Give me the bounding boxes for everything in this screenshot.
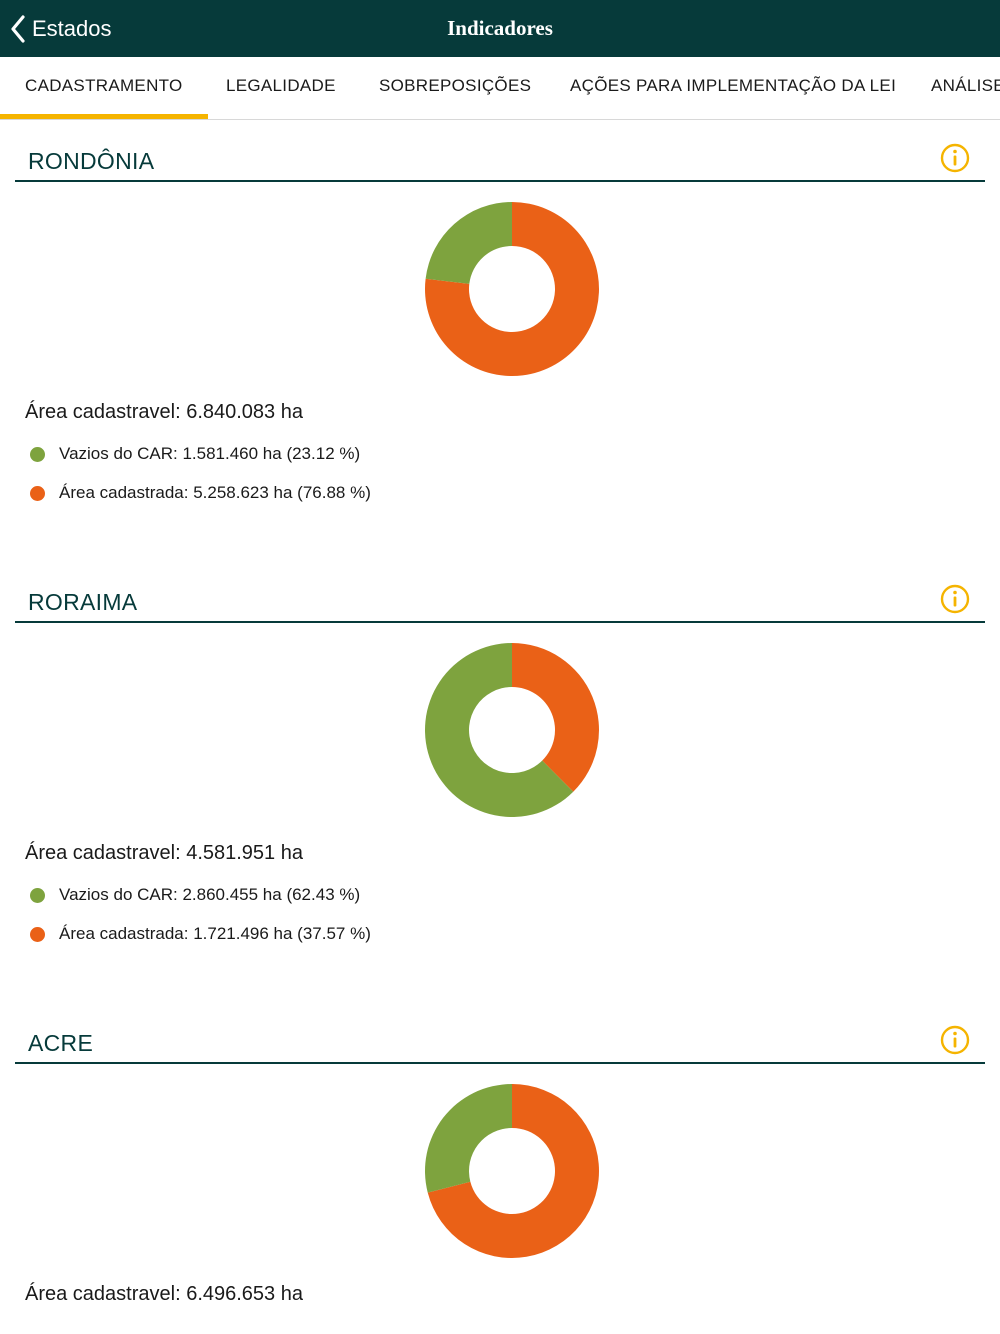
info-icon[interactable] — [939, 142, 971, 174]
section-divider — [15, 180, 985, 182]
donut-slice-cadastrada — [427, 1084, 599, 1258]
legend-item-cadastrada: Área cadastrada: 1.721.496 ha (37.57 %) — [30, 922, 371, 946]
donut-chart — [425, 1084, 599, 1258]
tab-cadastramento[interactable]: CADASTRAMENTO — [0, 57, 208, 119]
legend-item-vazios: Vazios do CAR: 1.581.460 ha (23.12 %) — [30, 442, 360, 466]
legend-item-vazios: Vazios do CAR: 2.860.455 ha (62.43 %) — [30, 883, 360, 907]
tab-legalidade[interactable]: LEGALIDADE — [226, 76, 336, 95]
legend-label: Vazios do CAR: 1.581.460 ha (23.12 %) — [59, 444, 361, 463]
state-title: ACRE — [28, 1030, 94, 1056]
donut-slice-vazios — [425, 1084, 512, 1193]
info-icon[interactable] — [939, 1024, 971, 1056]
page-title: Indicadores — [447, 16, 553, 40]
top-navigation-bar: Estados Indicadores — [0, 0, 1000, 57]
back-button[interactable]: Estados — [10, 12, 112, 46]
tab-analise[interactable]: ANÁLISE — [931, 76, 1000, 95]
legend-label: Área cadastrada: 1.721.496 ha (37.57 %) — [59, 924, 371, 943]
back-label: Estados — [32, 16, 112, 41]
section-divider — [15, 1062, 985, 1064]
legend-dot-orange — [30, 926, 45, 942]
legend-item-cadastrada: Área cadastrada: 5.258.623 ha (76.88 %) — [30, 481, 371, 505]
legend-dot-green — [30, 446, 45, 462]
chevron-left-icon — [11, 15, 25, 43]
tab-acoes-implementacao[interactable]: AÇÕES PARA IMPLEMENTAÇÃO DA LEI — [570, 76, 897, 95]
donut-chart — [425, 202, 599, 376]
legend-dot-green — [30, 887, 45, 903]
donut-slice-vazios — [425, 202, 512, 284]
total-area: Área cadastravel: 6.496.653 ha — [25, 1283, 303, 1305]
total-area: Área cadastravel: 6.840.083 ha — [25, 401, 303, 423]
tab-bar: CADASTRAMENTO LEGALIDADE SOBREPOSIÇÕES A… — [0, 57, 1000, 120]
donut-slice-cadastrada — [512, 643, 599, 792]
donut-slice-vazios — [425, 643, 574, 817]
tab-sobreposicoes[interactable]: SOBREPOSIÇÕES — [379, 76, 532, 95]
total-area: Área cadastravel: 4.581.951 ha — [25, 842, 303, 864]
section-divider — [15, 621, 985, 623]
state-title: RONDÔNIA — [28, 148, 155, 174]
donut-slice-cadastrada — [425, 202, 599, 376]
state-title: RORAIMA — [28, 589, 138, 615]
info-icon[interactable] — [939, 583, 971, 615]
donut-chart — [425, 643, 599, 817]
legend-label: Área cadastrada: 5.258.623 ha (76.88 %) — [59, 483, 371, 502]
legend-label: Vazios do CAR: 2.860.455 ha (62.43 %) — [59, 885, 361, 904]
legend-dot-orange — [30, 485, 45, 501]
